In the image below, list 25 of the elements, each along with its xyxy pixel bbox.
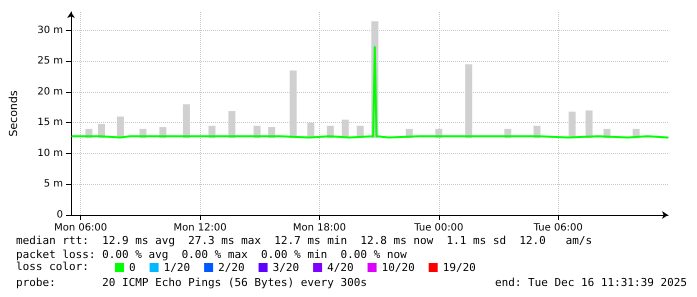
legend-label: 1/20 [164,261,190,274]
text: probe: 20 ICMP Echo Pings (56 Bytes) every 300s [16,276,367,289]
text: end: Tue Dec 16 11:31:39 2025 [494,276,688,289]
y-tick-label: 25 m [37,56,63,67]
y-tick-label: 0 [56,210,63,220]
legend-label: 4/20 [327,261,354,274]
legend-title: loss color: [16,260,89,273]
y-tick-label: 10 m [37,148,63,159]
x-tick-label: Mon 06:00 [54,222,108,234]
x-tick-label: Tue 06:00 [532,222,583,234]
legend-label: 19/20 [442,261,476,274]
y-tick-label: 5 m [44,178,63,190]
legend-label: 10/20 [382,261,415,274]
x-tick-label: Tue 00:00 [413,222,464,234]
y-tick-label: 15 m [37,117,63,128]
text: median rtt: 12.9 ms avg 27.3 ms max 12.7 ms min 12.8 ms now 1.1 ms sd 12.0 am/s [16,234,592,247]
y-tick-label: 30 m [37,24,63,36]
y-tick-label: 20 m [37,86,63,98]
legend-label: 3/20 [272,261,300,274]
y-axis-title: Seconds [7,90,20,137]
x-tick-label: Mon 12:00 [173,222,227,234]
legend-label: 0 [129,261,136,274]
text: packet loss: 0.00 % avg 0.00 % max 0.00 % min 0.00 % now [16,248,408,261]
legend-label: 2/20 [218,261,245,274]
x-tick-label: Mon 18:00 [292,222,346,234]
